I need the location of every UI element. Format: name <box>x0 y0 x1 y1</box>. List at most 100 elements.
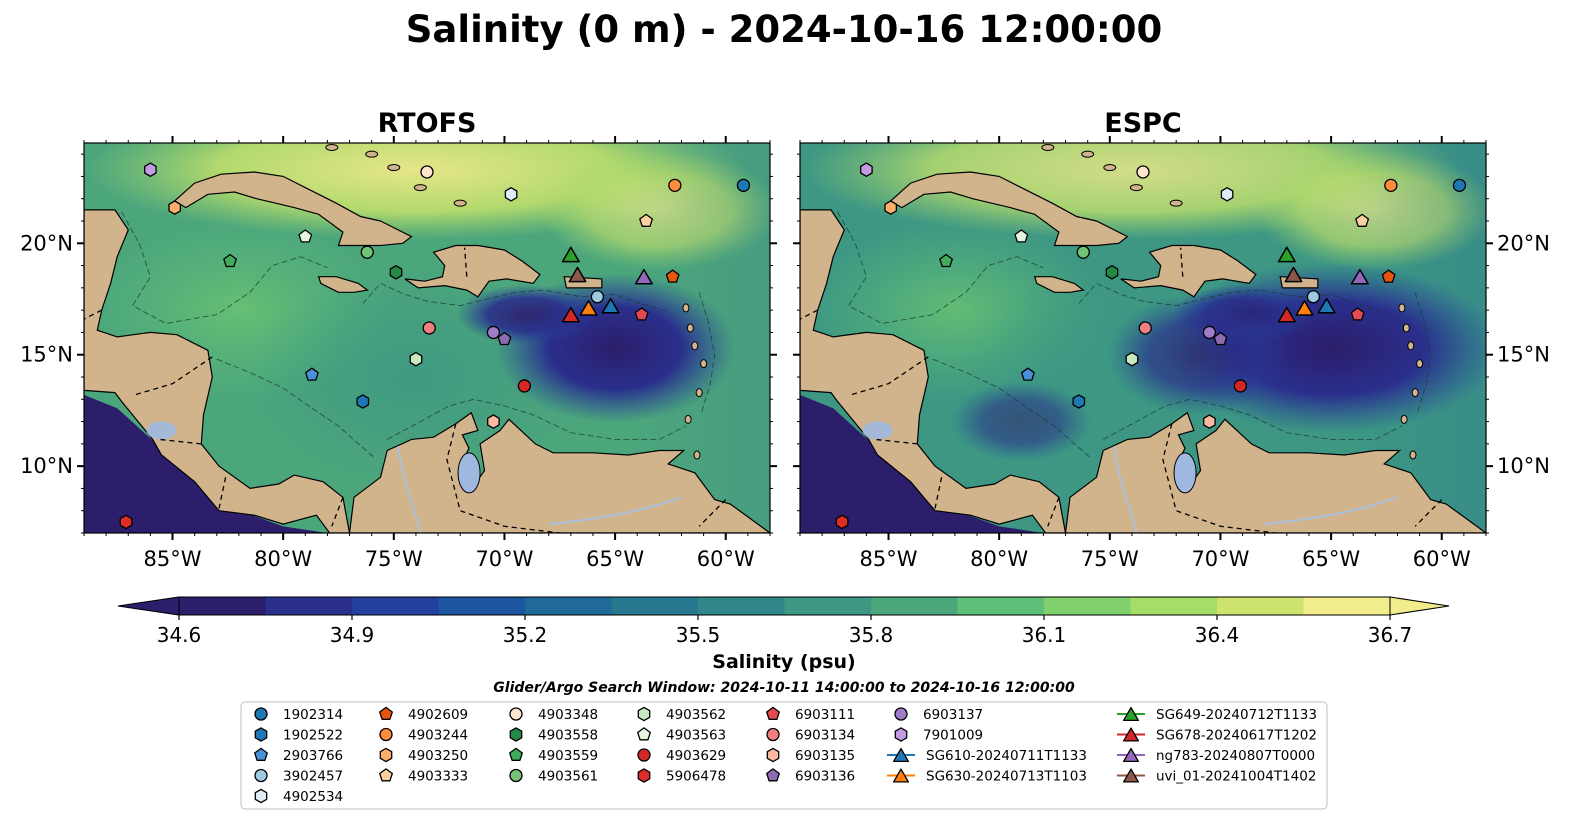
colorbar-tick-label: 34.9 <box>330 623 375 647</box>
land-cuba <box>889 171 1129 247</box>
argo-marker <box>860 162 873 177</box>
argo-marker <box>1233 379 1248 393</box>
glider-marker <box>1277 246 1296 263</box>
bathymetry-contour <box>121 211 328 324</box>
lat-tick-label: 10°N <box>1497 454 1550 478</box>
land-island <box>1400 414 1408 424</box>
land-jamaica <box>1033 276 1085 293</box>
glider-marker <box>561 246 580 263</box>
land-island <box>695 388 703 398</box>
argo-marker <box>884 200 898 215</box>
lon-tick-label: 65°W <box>1302 547 1360 571</box>
lake-maracaibo <box>457 452 481 494</box>
legend-marker <box>637 768 651 783</box>
legend-marker <box>379 747 393 763</box>
argo-marker <box>420 165 434 179</box>
lon-tick-label: 85°W <box>144 547 202 571</box>
map-frame <box>799 142 1487 534</box>
land-island <box>1409 450 1417 460</box>
argo-marker <box>1213 331 1228 346</box>
land-island <box>700 359 708 369</box>
legend-marker <box>379 727 393 742</box>
argo-marker <box>1014 229 1029 243</box>
argo-marker <box>144 162 157 177</box>
glider-marker <box>568 266 587 283</box>
legend-marker <box>637 748 651 762</box>
argo-marker <box>517 379 532 393</box>
lat-tick-label: 20°N <box>1497 231 1550 255</box>
bathymetry-contour <box>698 292 716 413</box>
colorbar-swatch <box>698 597 786 615</box>
argo-marker <box>356 394 370 409</box>
country-border <box>1162 423 1276 533</box>
land-island <box>686 323 694 333</box>
legend-marker <box>509 727 523 742</box>
pacific-ocean <box>84 394 328 533</box>
glider-marker <box>1284 266 1303 283</box>
legend-marker <box>894 727 908 742</box>
argo-marker <box>590 290 605 304</box>
colorbar-swatch <box>611 597 699 615</box>
land-island <box>453 199 467 207</box>
land-island <box>387 164 401 172</box>
map-panel-rtofs: RTOFS 85°W 80°W 75°W 70°W 65°W 60°W 10°N 15°N 20°… <box>20 108 777 571</box>
legend-label: 4903562 <box>666 707 726 723</box>
colorbar-swatch <box>265 597 353 615</box>
pacific-ocean <box>800 394 1044 533</box>
legend-label: SG630-20240713T1103 <box>926 769 1087 785</box>
colorbar-swatch <box>1130 597 1218 615</box>
legend-marker <box>637 706 651 722</box>
land-island <box>1169 199 1183 207</box>
legend-marker <box>766 706 780 720</box>
bathymetry-contour <box>362 282 671 313</box>
argo-marker <box>665 269 680 283</box>
argo-marker <box>939 253 953 268</box>
legend-marker <box>379 768 393 782</box>
land-island <box>1402 323 1410 333</box>
lon-tick-label: 80°W <box>254 547 312 571</box>
legend-label: 5906478 <box>666 769 726 785</box>
legend: 1902314 1902522 2903766 3902457 4902534 49026… <box>240 701 1328 810</box>
country-border <box>875 438 918 445</box>
colorbar: 34.6 34.9 35.2 35.5 35.8 36.1 36.4 36.7 <box>117 596 1450 647</box>
legend-label: 7901009 <box>923 728 983 744</box>
legend-label: 6903134 <box>795 728 855 744</box>
land-island <box>1416 359 1424 369</box>
argo-marker <box>119 514 133 530</box>
land-island <box>325 143 339 151</box>
colorbar-tick-label: 36.4 <box>1195 623 1240 647</box>
legend-marker <box>637 727 651 741</box>
legend-marker <box>766 747 780 763</box>
land-island <box>1411 388 1419 398</box>
colorbar-swatch <box>179 597 267 615</box>
country-border <box>1414 499 1443 527</box>
legend-marker <box>254 727 268 742</box>
legend-marker <box>1122 768 1140 783</box>
lon-tick-label: 65°W <box>586 547 644 571</box>
argo-marker <box>1355 213 1370 227</box>
panel-title: RTOFS <box>378 108 477 139</box>
legend-label: 4902534 <box>283 789 343 805</box>
argo-marker <box>422 321 436 335</box>
legend-label: 4903559 <box>538 748 598 764</box>
argo-marker <box>1021 367 1035 381</box>
legend-marker <box>894 707 908 721</box>
lon-tick-label: 70°W <box>475 547 533 571</box>
argo-marker <box>486 325 501 340</box>
colorbar-swatch <box>784 597 872 615</box>
lon-tick-label: 60°W <box>1413 547 1471 571</box>
lake-nicaragua <box>146 421 177 440</box>
glider-marker <box>579 300 598 316</box>
land-island <box>1398 303 1406 313</box>
colorbar-tick-label: 35.2 <box>503 623 548 647</box>
country-border <box>698 499 727 527</box>
land-island <box>693 450 701 460</box>
argo-marker <box>389 265 403 280</box>
argo-marker <box>736 178 751 192</box>
legend-label: 3902457 <box>283 769 343 785</box>
lon-tick-label: 60°W <box>697 547 755 571</box>
colorbar-tick-label: 34.6 <box>157 623 202 647</box>
argo-marker <box>1138 321 1152 335</box>
argo-marker <box>668 178 682 192</box>
lon-tick-label: 75°W <box>365 547 423 571</box>
